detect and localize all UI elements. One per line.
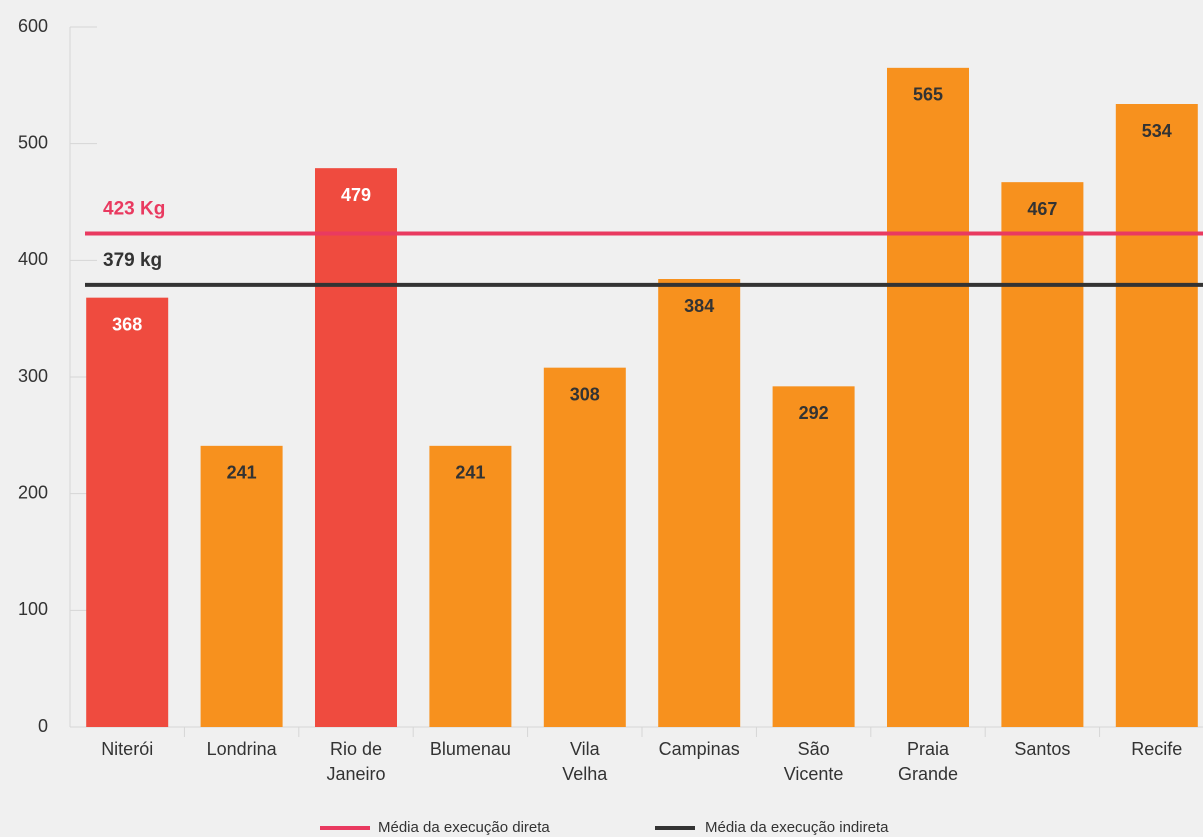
value-label: 467 — [1027, 199, 1057, 219]
y-tick-label: 200 — [18, 482, 48, 502]
bar — [887, 67, 969, 728]
x-tick-line: Grande — [898, 764, 958, 784]
value-label: 534 — [1142, 121, 1172, 141]
value-label: 565 — [913, 85, 943, 105]
reference-label: 379 kg — [103, 250, 162, 271]
x-tick-line: Vicente — [784, 764, 844, 784]
y-tick-label: 0 — [38, 716, 48, 736]
value-label: 479 — [341, 185, 371, 205]
x-tick-label: Blumenau — [430, 739, 511, 759]
y-tick-label: 600 — [18, 16, 48, 36]
x-tick-line: Janeiro — [326, 764, 385, 784]
x-tick-label: Vila Velha — [562, 739, 608, 784]
bar — [1001, 182, 1084, 727]
legend-label: Média da execução direta — [378, 819, 550, 836]
x-tick-label: Campinas — [659, 739, 740, 759]
y-tick-label: 400 — [18, 249, 48, 269]
reference-label: 423 Kg — [103, 199, 165, 220]
x-tick-line: Praia — [907, 739, 950, 759]
x-tick-label: Londrina — [207, 739, 278, 759]
x-tick-line: São — [798, 739, 830, 759]
value-label: 368 — [112, 314, 142, 334]
x-tick-line: Rio de — [330, 739, 382, 759]
x-tick-label: Santos — [1014, 739, 1070, 759]
bar — [315, 168, 397, 727]
x-tick-label: Recife — [1131, 739, 1182, 759]
y-tick-label: 100 — [18, 599, 48, 619]
y-tick-label: 300 — [18, 366, 48, 386]
x-tick-label: São Vicente — [784, 739, 844, 784]
x-tick-label: Niterói — [101, 739, 153, 759]
bar — [429, 445, 512, 727]
value-label: 384 — [684, 296, 714, 316]
x-tick-line: Velha — [562, 764, 608, 784]
x-tick-label: Praia Grande — [898, 739, 958, 784]
value-label: 292 — [799, 403, 829, 423]
bar — [658, 279, 741, 727]
bar — [543, 367, 626, 727]
x-tick-label: Rio de Janeiro — [326, 739, 385, 784]
bar — [1115, 104, 1198, 727]
bar — [86, 297, 169, 727]
y-tick-label: 500 — [18, 132, 48, 152]
x-tick-line: Vila — [570, 739, 601, 759]
bar — [200, 445, 283, 727]
value-label: 241 — [455, 463, 485, 483]
legend-label: Média da execução indireta — [705, 819, 889, 836]
bar — [772, 386, 855, 727]
value-label: 308 — [570, 384, 600, 404]
value-label: 241 — [227, 463, 257, 483]
